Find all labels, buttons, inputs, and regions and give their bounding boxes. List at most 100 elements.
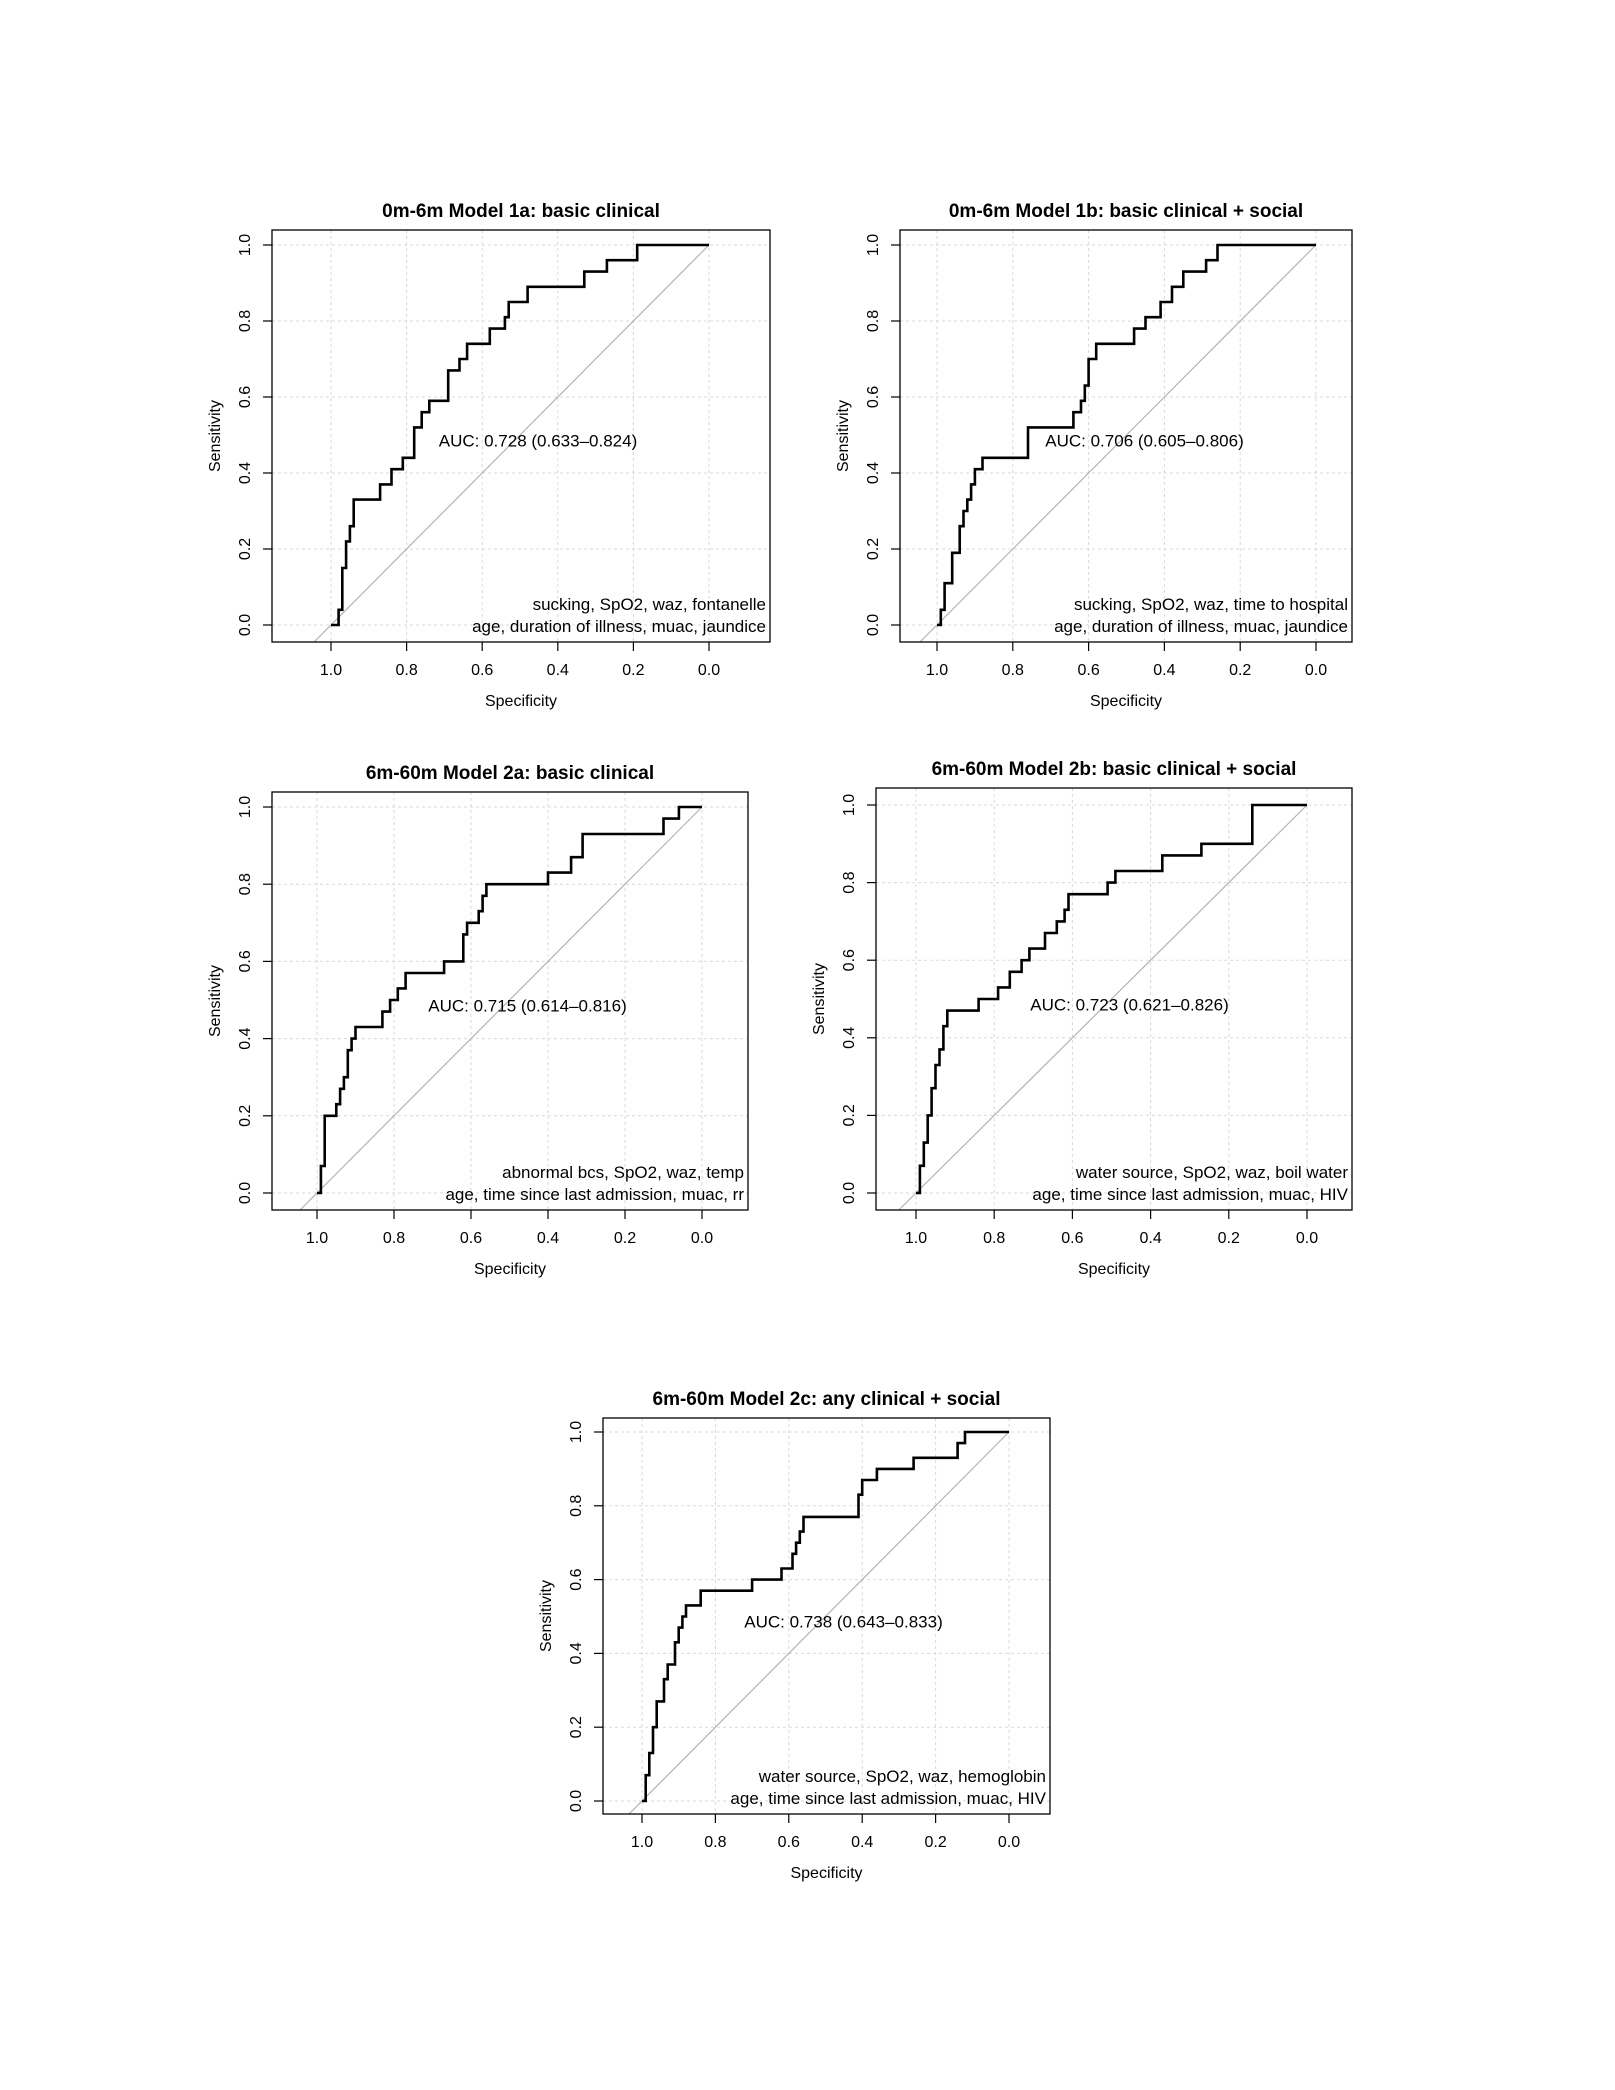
y-tick-label: 1.0 (237, 234, 254, 256)
y-tick-label: 0.6 (865, 386, 882, 408)
x-tick-label: 0.0 (998, 1834, 1020, 1851)
auc-annotation: AUC: 0.706 (0.605–0.806) (1045, 431, 1243, 450)
y-tick-label: 0.0 (237, 614, 254, 636)
x-tick-label: 0.6 (778, 1834, 800, 1851)
roc-curve (916, 803, 1307, 1195)
y-tick-label: 0.8 (237, 873, 254, 895)
x-tick-label: 0.8 (383, 1230, 405, 1247)
x-tick-label: 1.0 (320, 662, 342, 679)
x-tick-label: 0.4 (537, 1230, 559, 1247)
x-tick-label: 0.2 (622, 662, 644, 679)
x-tick-label: 0.2 (614, 1230, 636, 1247)
x-axis-label: Specificity (790, 1865, 862, 1882)
y-tick-label: 0.4 (237, 1027, 254, 1049)
model-variables: water source, SpO2, waz, hemoglobin (758, 1767, 1046, 1786)
y-tick-label: 0.2 (237, 538, 254, 560)
x-tick-label: 0.4 (1153, 662, 1175, 679)
x-tick-label: 0.8 (983, 1230, 1005, 1247)
y-tick-label: 0.6 (237, 950, 254, 972)
panel-title: 6m-60m Model 2b: basic clinical + social (932, 759, 1297, 780)
reference-diagonal (299, 806, 703, 1211)
x-tick-label: 0.6 (471, 662, 493, 679)
y-tick-label: 0.0 (237, 1182, 254, 1204)
x-tick-label: 1.0 (926, 662, 948, 679)
x-axis-label: Specificity (474, 1261, 546, 1278)
y-axis-label: Sensitivity (538, 1580, 555, 1652)
y-tick-label: 0.0 (865, 614, 882, 636)
model-variables: age, duration of illness, muac, jaundice (472, 617, 766, 636)
roc-curve (331, 243, 709, 627)
x-tick-label: 0.8 (395, 662, 417, 679)
x-tick-label: 1.0 (306, 1230, 328, 1247)
model-variables: age, time since last admission, muac, HI… (1032, 1185, 1348, 1204)
x-tick-label: 1.0 (905, 1230, 927, 1247)
reference-diagonal (898, 804, 1308, 1211)
panel-title: 6m-60m Model 2c: any clinical + social (653, 1389, 1001, 1410)
x-tick-label: 0.2 (1229, 662, 1251, 679)
panel-title: 6m-60m Model 2a: basic clinical (366, 763, 654, 784)
y-tick-label: 1.0 (841, 794, 858, 816)
x-tick-label: 0.4 (1139, 1230, 1161, 1247)
reference-diagonal (919, 244, 1317, 643)
auc-annotation: AUC: 0.728 (0.633–0.824) (439, 431, 637, 450)
x-tick-label: 0.0 (691, 1230, 713, 1247)
y-tick-label: 0.8 (841, 871, 858, 893)
plot-frame (271, 791, 749, 1211)
roc-panel-2: 1.0 0.8 0.6 0.4 0.2 0.0 0.0 0.2 0.4 0.6 0.8 1.0 Spec… (835, 201, 1353, 710)
y-tick-label: 0.6 (568, 1568, 585, 1590)
x-tick-label: 1.0 (631, 1834, 653, 1851)
roc-panel-3: 1.0 0.8 0.6 0.4 0.2 0.0 0.0 0.2 0.4 0.6 0.8 1.0 Spec… (207, 763, 749, 1278)
roc-panel-1: 1.0 0.8 0.6 0.4 0.2 0.0 0.0 0.2 0.4 0.6 0.8 1.0 Spec… (207, 201, 771, 710)
y-tick-label: 0.4 (865, 462, 882, 484)
roc-panel-4: 1.0 0.8 0.6 0.4 0.2 0.0 0.0 0.2 0.4 0.6 0.8 1.0 Spec… (811, 759, 1353, 1278)
y-tick-label: 1.0 (865, 234, 882, 256)
x-tick-label: 0.2 (1218, 1230, 1240, 1247)
plot-frame (271, 229, 771, 643)
y-axis-label: Sensitivity (811, 963, 828, 1035)
x-tick-label: 0.6 (460, 1230, 482, 1247)
x-tick-label: 0.0 (1305, 662, 1327, 679)
x-tick-label: 0.6 (1061, 1230, 1083, 1247)
x-tick-label: 0.2 (924, 1834, 946, 1851)
x-tick-label: 0.4 (547, 662, 569, 679)
y-tick-label: 0.6 (841, 949, 858, 971)
y-axis-label: Sensitivity (207, 965, 224, 1037)
plot-frame (899, 229, 1353, 643)
y-tick-label: 0.6 (237, 386, 254, 408)
model-variables: abnormal bcs, SpO2, waz, temp (502, 1163, 744, 1182)
y-tick-label: 0.0 (568, 1790, 585, 1812)
y-tick-label: 0.2 (865, 538, 882, 560)
x-axis-label: Specificity (1090, 693, 1162, 710)
y-tick-label: 0.4 (841, 1027, 858, 1049)
model-variables: age, time since last admission, muac, HI… (730, 1789, 1046, 1808)
model-variables: sucking, SpO2, waz, fontanelle (533, 595, 766, 614)
plot-frame (875, 787, 1353, 1211)
y-tick-label: 0.8 (568, 1495, 585, 1517)
roc-panel-5: 1.0 0.8 0.6 0.4 0.2 0.0 0.0 0.2 0.4 0.6 0.8 1.0 Spec… (538, 1389, 1051, 1882)
x-axis-label: Specificity (1078, 1261, 1150, 1278)
x-tick-label: 0.8 (1002, 662, 1024, 679)
y-tick-label: 1.0 (568, 1421, 585, 1443)
y-tick-label: 0.2 (568, 1716, 585, 1738)
reference-diagonal (628, 1431, 1010, 1815)
x-axis-label: Specificity (485, 693, 557, 710)
x-tick-label: 0.8 (704, 1834, 726, 1851)
y-tick-label: 0.2 (841, 1104, 858, 1126)
x-tick-label: 0.6 (1077, 662, 1099, 679)
x-tick-label: 0.0 (698, 662, 720, 679)
auc-annotation: AUC: 0.738 (0.643–0.833) (744, 1613, 942, 1632)
panel-title: 0m-6m Model 1a: basic clinical (382, 201, 660, 222)
reference-diagonal (313, 244, 710, 643)
x-tick-label: 0.4 (851, 1834, 873, 1851)
model-variables: age, duration of illness, muac, jaundice (1054, 617, 1348, 636)
y-axis-label: Sensitivity (835, 400, 852, 472)
roc-curve (317, 805, 702, 1195)
y-tick-label: 0.4 (568, 1642, 585, 1664)
model-variables: water source, SpO2, waz, boil water (1075, 1163, 1348, 1182)
plot-frame (602, 1417, 1051, 1815)
y-tick-label: 0.4 (237, 462, 254, 484)
x-tick-label: 0.0 (1296, 1230, 1318, 1247)
y-tick-label: 0.8 (237, 310, 254, 332)
model-variables: sucking, SpO2, waz, time to hospital (1074, 595, 1348, 614)
